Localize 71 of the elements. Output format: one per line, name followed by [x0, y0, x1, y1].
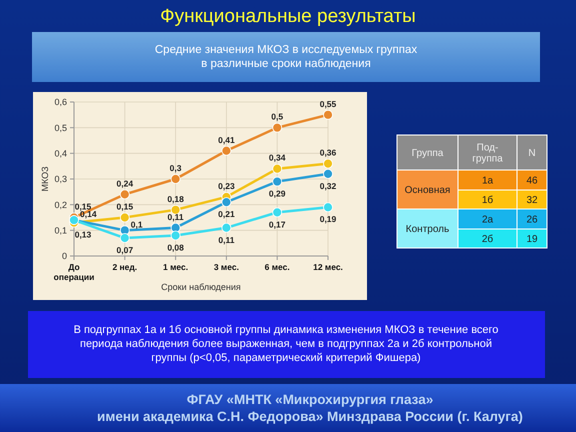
- x-tick-label: 1 мес.: [163, 262, 188, 272]
- data-label: 0,34: [268, 152, 286, 163]
- x-tick-label: 2 нед.: [112, 262, 138, 272]
- y-tick-label: 0,2: [54, 200, 67, 210]
- point: [120, 190, 130, 200]
- data-label: 0,13: [74, 230, 92, 240]
- text: 1а: [482, 176, 494, 186]
- point: [272, 207, 282, 218]
- x-tick-label: 12 мес.: [313, 262, 343, 272]
- point: [222, 146, 232, 156]
- text: Основная: [404, 185, 450, 196]
- data-label: 0,11: [168, 212, 184, 222]
- point: [323, 168, 333, 179]
- point: [170, 230, 180, 240]
- data-label: 0,32: [320, 180, 337, 191]
- x-tick-label: До операции: [54, 262, 94, 282]
- data-label: 0,21: [218, 209, 235, 220]
- point: [120, 233, 130, 243]
- y-tick-label: 0: [62, 251, 67, 262]
- data-label: 0,3: [170, 163, 182, 173]
- data-label: 0,17: [268, 219, 286, 230]
- data-label: 0,19: [320, 214, 337, 224]
- data-label: 0,07: [116, 245, 134, 256]
- y-tick-label: 0,1: [54, 225, 67, 236]
- x-tick-label: 6 мес.: [264, 262, 290, 272]
- text: ФГАУ «МНТК «Микрохирургия глаза» имени академика С.Н. Федорова» Минздрава России (г. Калуга): [97, 392, 523, 424]
- chart-title: Функциональные результаты: [160, 6, 416, 27]
- data-label: 0,11: [218, 234, 235, 245]
- point: [323, 110, 333, 120]
- y-tick-label: 0,3: [54, 174, 67, 184]
- point: [222, 197, 232, 207]
- x-tick-label: 3 мес.: [214, 262, 239, 272]
- data-label: 0,5: [271, 112, 284, 122]
- y-tick-label: 0,4: [54, 148, 67, 158]
- data-label: 0,29: [268, 188, 286, 199]
- text: Группа: [412, 148, 444, 159]
- y-axis-title: МКОЗ: [40, 166, 50, 192]
- text: 1б: [482, 195, 494, 206]
- text: 46: [526, 176, 538, 186]
- point: [323, 202, 333, 212]
- text: 19: [526, 234, 538, 245]
- text: 26: [526, 214, 538, 226]
- text: 2а: [482, 214, 494, 226]
- data-label: 0,15: [116, 202, 134, 212]
- data-label: 0,24: [116, 178, 134, 188]
- text: 32: [526, 195, 538, 206]
- x-axis-title: Сроки наблюдения: [161, 282, 241, 292]
- point: [222, 222, 232, 233]
- data-label: 0,55: [320, 98, 337, 109]
- data-label: 0,15: [74, 202, 92, 212]
- point: [323, 158, 333, 168]
- text: N: [528, 148, 536, 159]
- data-label: 0,41: [218, 134, 235, 145]
- data-label: 0,23: [218, 180, 235, 191]
- text: В подгруппах 1а и 1б основной группы динамика изменения МКОЗ в течение всего периода наблюдения более выраженная, чем в подгруппах 2а и 2б контрольной группы (р<0,05, параметрический критерий Фишера): [74, 324, 498, 364]
- data-label: 0,36: [320, 148, 337, 158]
- chart-subtitle: Средние значения МКОЗ в исследуемых группах в различные сроки наблюдения: [154, 44, 418, 70]
- data-label: 0,08: [167, 242, 184, 252]
- text: 2б: [482, 234, 494, 245]
- y-tick-label: 0,5: [54, 122, 67, 133]
- data-label: 0,1: [130, 219, 143, 230]
- data-label: 0,18: [167, 194, 184, 204]
- point: [272, 122, 282, 133]
- point: [170, 204, 180, 215]
- y-tick-label: 0,6: [54, 97, 67, 108]
- text: Контроль: [406, 224, 450, 235]
- point: [170, 174, 180, 184]
- point: [272, 176, 282, 186]
- point: [120, 212, 130, 222]
- text: Под-группа: [472, 142, 504, 164]
- point: [272, 164, 282, 174]
